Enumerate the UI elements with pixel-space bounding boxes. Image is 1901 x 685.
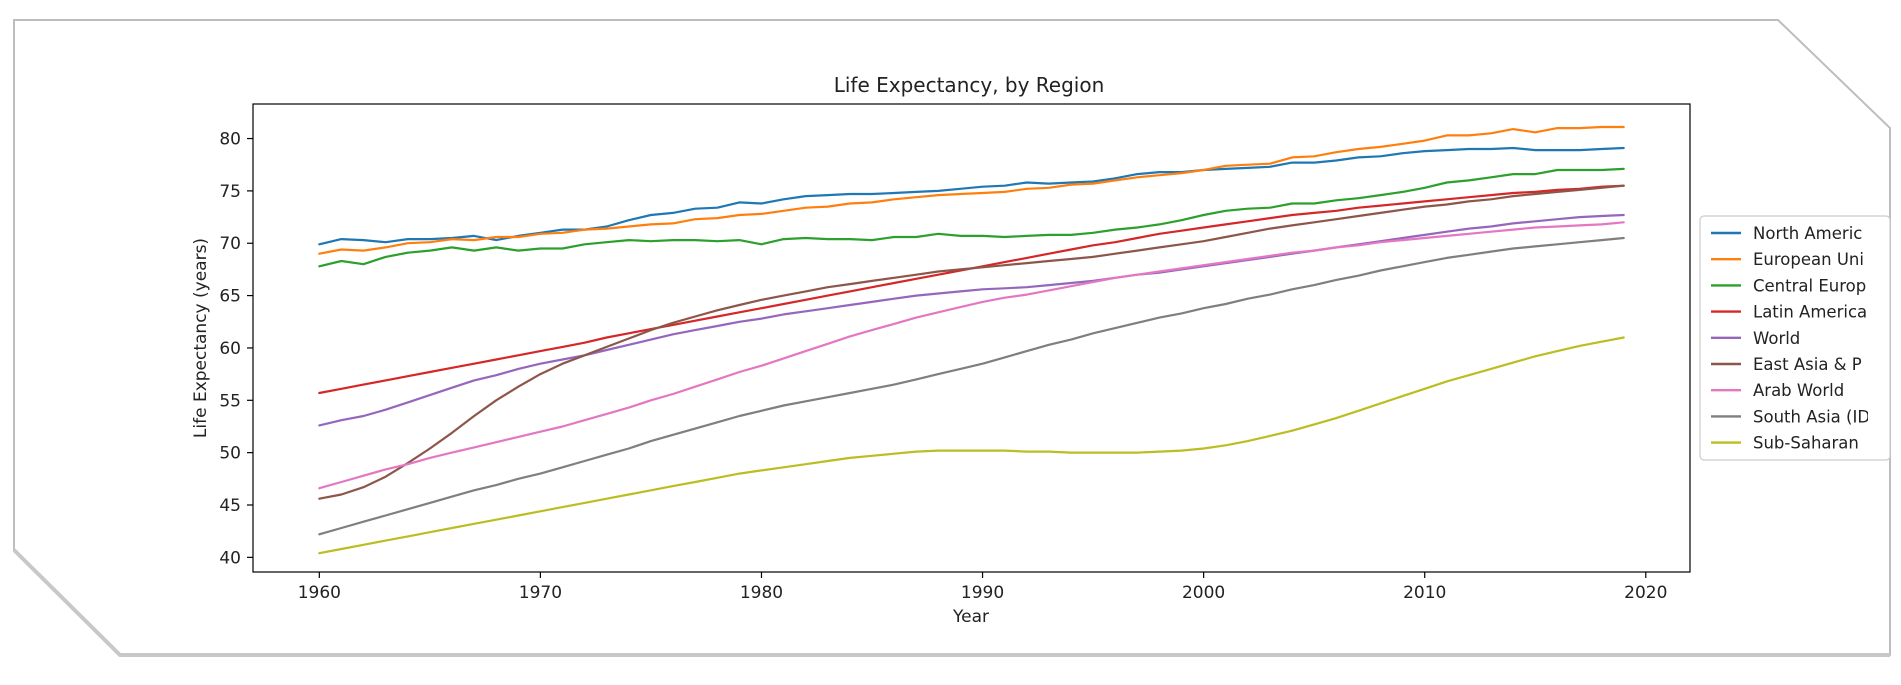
x-tick-label: 2000 (1182, 583, 1225, 603)
y-tick-label: 50 (219, 444, 241, 464)
legend-label: North Americ (1753, 224, 1862, 243)
x-axis: 1960 1970 1980 1990 2000 2010 2020 (298, 572, 1667, 603)
card-shadow (12, 548, 1890, 657)
legend-label: World (1753, 329, 1800, 348)
legend-label: Arab World (1753, 381, 1844, 400)
legend: North Americ European Uni Central Europ Lat… (1699, 215, 1891, 461)
y-tick-label: 70 (219, 234, 241, 254)
series-line-3 (318, 167, 1625, 268)
y-tick-label: 40 (219, 548, 241, 568)
y-axis: 40 45 50 55 60 65 70 75 80 (219, 130, 253, 568)
x-tick-label: 1980 (740, 583, 783, 603)
legend-label: European Uni (1753, 250, 1864, 269)
x-axis-label: Year (952, 607, 989, 627)
series-lines (318, 125, 1625, 555)
series-line-5 (318, 213, 1625, 427)
series-line-2 (318, 125, 1625, 255)
series-line-7 (318, 221, 1625, 490)
y-tick-label: 55 (219, 391, 241, 411)
x-tick-label: 2020 (1624, 583, 1667, 603)
card-background (13, 19, 1891, 656)
x-tick-label: 1990 (961, 583, 1004, 603)
y-tick-label: 45 (219, 496, 241, 516)
y-tick-label: 65 (219, 287, 241, 307)
y-tick-label: 80 (219, 130, 241, 150)
legend-label: East Asia & P (1753, 355, 1862, 374)
x-tick-label: 1970 (519, 583, 562, 603)
legend-label: Sub-Saharan (1753, 434, 1859, 453)
legend-box (1699, 215, 1891, 461)
chart-title: Life Expectancy, by Region (834, 73, 1105, 97)
y-axis-label: Life Expectancy (years) (191, 238, 211, 438)
x-tick-label: 1960 (298, 583, 341, 603)
y-tick-label: 75 (219, 182, 241, 202)
legend-label: Latin America (1753, 303, 1867, 322)
series-line-8 (318, 236, 1625, 536)
series-line-9 (318, 336, 1625, 555)
legend-label: Central Europ (1753, 276, 1866, 295)
y-tick-label: 60 (219, 339, 241, 359)
plot-area (252, 103, 1691, 573)
series-line-6 (318, 184, 1625, 500)
legend-label: South Asia (ID (1753, 407, 1870, 426)
x-tick-label: 2010 (1403, 583, 1446, 603)
